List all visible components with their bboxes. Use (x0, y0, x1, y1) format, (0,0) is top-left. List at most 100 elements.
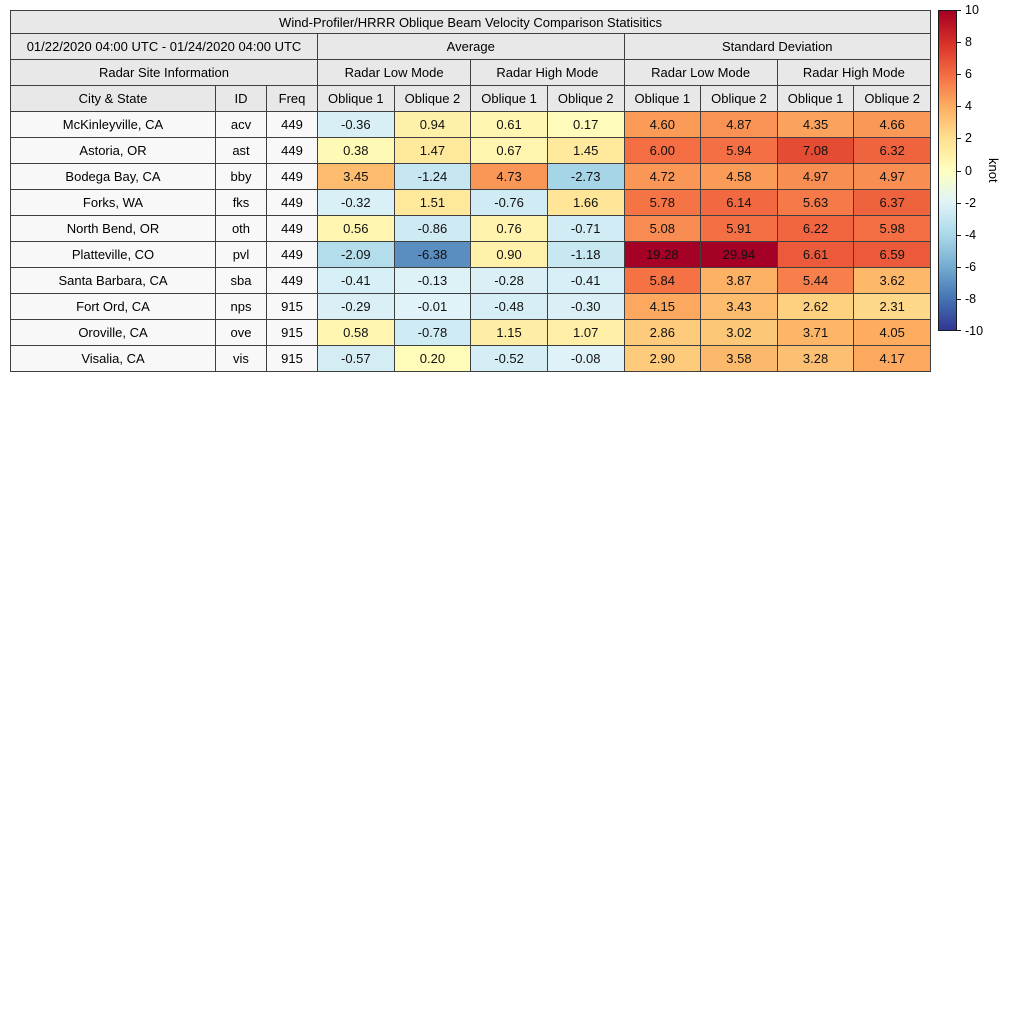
value-cell: 4.60 (623, 111, 702, 138)
table-row: Fort Ord, CA nps 915 -0.29 -0.01 -0.48 -0.30 4.… (10, 293, 931, 320)
column-header: Oblique 1 (317, 85, 395, 112)
value-cell: -0.76 (470, 189, 548, 216)
colorbar-tick-label: -10 (965, 324, 984, 338)
freq-cell: 915 (266, 345, 318, 372)
value-cell: -1.18 (546, 241, 625, 268)
value-cell: 6.37 (853, 189, 931, 216)
value-cell: -0.41 (317, 267, 395, 294)
value-cell: 6.14 (700, 189, 778, 216)
value-cell: 3.28 (776, 345, 855, 372)
table-row: McKinleyville, CA acv 449 -0.36 0.94 0.61 0.17… (10, 111, 931, 138)
value-cell: 5.44 (776, 267, 855, 294)
column-header: Oblique 2 (393, 85, 472, 112)
mode-header-avg-high: Radar High Mode (470, 59, 625, 86)
average-group-header: Average (317, 33, 625, 60)
value-cell: 1.66 (546, 189, 625, 216)
value-cell: -0.01 (393, 293, 472, 320)
value-cell: 29.94 (700, 241, 778, 268)
value-cell: 4.17 (853, 345, 931, 372)
site-id-cell: oth (215, 215, 267, 242)
table-row: North Bend, OR oth 449 0.56 -0.86 0.76 -0.71 5.… (10, 215, 931, 242)
colorbar-tickmark (957, 298, 961, 300)
table-row: Visalia, CA vis 915 -0.57 0.20 -0.52 -0.08 2.90… (10, 345, 931, 372)
stats-table-container: Wind-Profiler/HRRR Oblique Beam Velocity… (10, 10, 932, 372)
value-cell: 2.86 (623, 319, 702, 346)
colorbar-tick-label: -2 (965, 195, 977, 210)
group-header-row: 01/22/2020 04:00 UTC - 01/24/2020 04:00 … (10, 33, 931, 60)
value-cell: 3.45 (317, 163, 395, 190)
column-header: Oblique 2 (546, 85, 625, 112)
column-header-freq: Freq (266, 85, 318, 112)
value-cell: 0.90 (470, 241, 548, 268)
value-cell: 6.22 (776, 215, 855, 242)
value-cell: 0.76 (470, 215, 548, 242)
site-id-cell: bby (215, 163, 267, 190)
site-id-cell: fks (215, 189, 267, 216)
mode-header-std-high: Radar High Mode (776, 59, 932, 86)
colorbar-tick-label: 4 (965, 99, 972, 114)
colorbar-tickmark (957, 202, 961, 204)
table-row: Astoria, OR ast 449 0.38 1.47 0.67 1.45 6.00 5.9… (10, 137, 931, 164)
colorbar-tick-label: -8 (965, 291, 977, 306)
value-cell: -0.28 (470, 267, 548, 294)
city-cell: Fort Ord, CA (10, 293, 216, 320)
value-cell: 6.32 (853, 137, 931, 164)
colorbar-tick-label: 8 (965, 35, 972, 50)
value-cell: 5.98 (853, 215, 931, 242)
colorbar-tick-label: 6 (965, 67, 972, 82)
value-cell: 4.97 (776, 163, 855, 190)
colorbar-tick-label: 2 (965, 131, 972, 146)
value-cell: 5.94 (700, 137, 778, 164)
value-cell: 0.38 (317, 137, 395, 164)
value-cell: 4.58 (700, 163, 778, 190)
value-cell: 4.05 (853, 319, 931, 346)
table-row: Santa Barbara, CA sba 449 -0.41 -0.13 -0.28 -0… (10, 267, 931, 294)
value-cell: 4.15 (623, 293, 702, 320)
site-info-header: Radar Site Information (10, 59, 318, 86)
freq-cell: 449 (266, 241, 318, 268)
value-cell: -0.13 (393, 267, 472, 294)
value-cell: 1.15 (470, 319, 548, 346)
value-cell: -1.24 (393, 163, 472, 190)
site-id-cell: pvl (215, 241, 267, 268)
column-header-id: ID (215, 85, 267, 112)
value-cell: -0.32 (317, 189, 395, 216)
city-cell: Visalia, CA (10, 345, 216, 372)
freq-cell: 449 (266, 267, 318, 294)
value-cell: 1.45 (546, 137, 625, 164)
freq-cell: 449 (266, 215, 318, 242)
site-id-cell: nps (215, 293, 267, 320)
value-cell: 4.66 (853, 111, 931, 138)
value-cell: 0.20 (393, 345, 472, 372)
colorbar (938, 10, 957, 331)
value-cell: 0.67 (470, 137, 548, 164)
value-cell: 3.43 (700, 293, 778, 320)
freq-cell: 449 (266, 163, 318, 190)
city-cell: Platteville, CO (10, 241, 216, 268)
value-cell: 2.62 (776, 293, 855, 320)
site-id-cell: sba (215, 267, 267, 294)
value-cell: 0.94 (393, 111, 472, 138)
column-header: Oblique 1 (776, 85, 855, 112)
colorbar-tickmark (957, 106, 961, 108)
colorbar-tick-label: 10 (965, 3, 979, 17)
value-cell: -2.73 (546, 163, 625, 190)
value-cell: 3.58 (700, 345, 778, 372)
value-cell: -0.71 (546, 215, 625, 242)
colorbar-tickmarks (957, 10, 962, 331)
table-row: Bodega Bay, CA bby 449 3.45 -1.24 4.73 -2.73 4.… (10, 163, 931, 190)
colorbar-tickmark (957, 74, 961, 76)
city-cell: Forks, WA (10, 189, 216, 216)
colorbar-tickmark (957, 10, 961, 11)
freq-cell: 449 (266, 137, 318, 164)
value-cell: -0.52 (470, 345, 548, 372)
city-cell: North Bend, OR (10, 215, 216, 242)
column-header: Oblique 1 (623, 85, 702, 112)
stddev-group-header: Standard Deviation (623, 33, 931, 60)
city-cell: Santa Barbara, CA (10, 267, 216, 294)
colorbar-tick-label: 0 (965, 163, 972, 178)
value-cell: -0.48 (470, 293, 548, 320)
value-cell: -2.09 (317, 241, 395, 268)
city-cell: Bodega Bay, CA (10, 163, 216, 190)
